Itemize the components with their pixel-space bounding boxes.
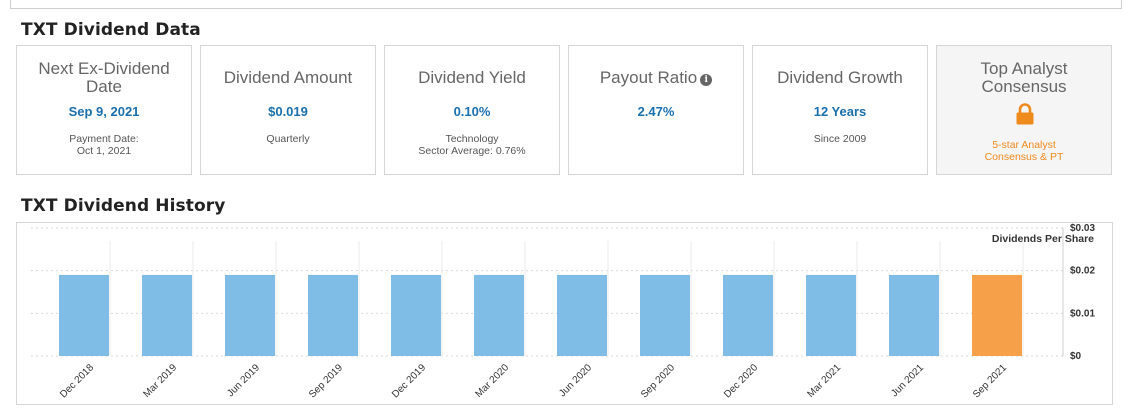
bar (972, 274, 1022, 356)
dividend-data-title: TXT Dividend Data (21, 20, 201, 40)
y-tick-label: $0.03 (1070, 223, 1095, 234)
info-icon[interactable]: i (700, 74, 713, 86)
bar (474, 274, 524, 356)
x-tick-label: Jun 2019 (225, 362, 262, 399)
x-tick-label: Mar 2020 (473, 362, 511, 400)
card-dividend-amount: Dividend Amount $0.019 Quarterly (200, 45, 376, 175)
card-sub: Since 2009 (813, 133, 867, 145)
bar (889, 274, 939, 356)
x-tick-label: Dec 2018 (58, 362, 96, 400)
card-top-analyst-consensus[interactable]: Top Analyst Consensus 5-star Analyst Con… (936, 45, 1112, 175)
card-sub[interactable]: 5-star Analyst Consensus & PT (984, 139, 1064, 163)
x-tick-label: Dec 2019 (390, 362, 428, 400)
bar (557, 274, 607, 356)
lock-icon[interactable] (1016, 103, 1034, 125)
card-label: Top Analyst Consensus (980, 59, 1068, 96)
bar (142, 274, 192, 356)
bar (391, 274, 441, 356)
card-value: 12 Years (813, 104, 867, 119)
y-axis-title: Dividends Per Share (992, 233, 1094, 245)
x-tick-label: Sep 2020 (639, 362, 677, 400)
y-tick-label: $0.01 (1070, 308, 1095, 319)
bar (806, 274, 856, 356)
dividend-history-chart: $0 $0.01 $0.02 $0.03 Dividends Per Share Dec … (16, 222, 1113, 405)
card-dividend-growth: Dividend Growth 12 Years Since 2009 (752, 45, 928, 175)
card-sub: Payment Date: Oct 1, 2021 (69, 133, 139, 157)
card-value: Sep 9, 2021 (68, 104, 140, 119)
bar (640, 274, 690, 356)
bar (308, 274, 358, 356)
card-value: $0.019 (268, 104, 308, 119)
card-sub: Quarterly (266, 133, 310, 145)
card-label: Next Ex-Dividend Date (38, 59, 170, 96)
x-tick-label: Dec 2020 (722, 362, 760, 400)
card-label: Dividend Growth (777, 68, 903, 87)
bar (723, 274, 773, 356)
top-border (10, 0, 1122, 9)
bar (225, 274, 275, 356)
x-tick-label: Sep 2021 (971, 362, 1009, 400)
y-tick-label: $0.02 (1070, 266, 1095, 277)
x-tick-label: Jun 2021 (889, 362, 926, 399)
y-tick-label: $0 (1070, 351, 1082, 362)
card-label: Payout Ratio i (569, 69, 743, 87)
card-label: Dividend Amount (223, 68, 353, 87)
card-sub: Technology Sector Average: 0.76% (418, 133, 526, 157)
card-label: Dividend Yield (418, 68, 526, 87)
x-tick-label: Sep 2019 (307, 362, 345, 400)
x-tick-label: Mar 2021 (805, 362, 843, 400)
bar (59, 274, 109, 356)
x-tick-label: Mar 2019 (141, 362, 179, 400)
card-value: 0.10% (453, 104, 491, 119)
x-tick-label: Jun 2020 (557, 362, 594, 399)
card-dividend-yield: Dividend Yield 0.10% Technology Sector A… (384, 45, 560, 175)
dividend-history-title: TXT Dividend History (21, 196, 226, 216)
card-value: 2.47% (637, 104, 675, 119)
card-next-ex-dividend: Next Ex-Dividend Date Sep 9, 2021 Paymen… (16, 45, 192, 175)
card-payout-ratio: Payout Ratio i 2.47% (568, 45, 744, 175)
